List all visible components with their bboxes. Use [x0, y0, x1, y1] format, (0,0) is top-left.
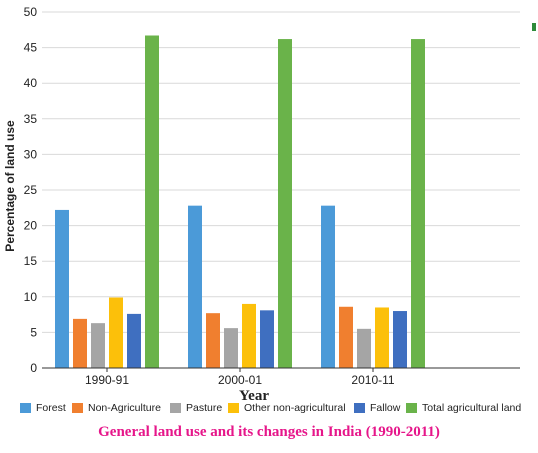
bar-total-agricultural-land — [411, 39, 425, 368]
y-tick-label: 45 — [24, 41, 38, 55]
y-axis-label: Percentage of land use — [3, 120, 17, 252]
bar-non-agriculture — [339, 306, 353, 368]
bar-other-non-agricultural — [375, 307, 389, 368]
chart-caption: General land use and its changes in Indi… — [98, 424, 440, 440]
y-tick-label: 0 — [30, 361, 37, 375]
legend-label: Other non-agricultural — [244, 402, 346, 414]
legend-swatch — [170, 403, 181, 413]
legend-item: Pasture — [170, 402, 222, 414]
legend-swatch — [72, 403, 83, 413]
y-tick-label: 35 — [24, 112, 38, 126]
bars — [55, 35, 425, 368]
legend-label: Total agricultural land — [422, 402, 522, 414]
y-tick-label: 25 — [24, 183, 38, 197]
legend-item: Forest — [20, 402, 66, 414]
legend-item: Other non-agricultural — [228, 402, 346, 414]
bar-forest — [55, 209, 69, 368]
y-tick-label: 10 — [24, 290, 38, 304]
legend-label: Non-Agriculture — [88, 402, 161, 414]
bar-forest — [188, 205, 202, 368]
bar-non-agriculture — [73, 318, 87, 368]
y-tick-label: 15 — [24, 254, 38, 268]
bar-total-agricultural-land — [145, 35, 159, 368]
y-tick-label: 40 — [24, 76, 38, 90]
bar-non-agriculture — [206, 313, 220, 368]
legend-item: Total agricultural land — [406, 402, 521, 414]
bar-other-non-agricultural — [242, 303, 256, 368]
bar-fallow — [260, 310, 274, 368]
bar-fallow — [393, 311, 407, 368]
x-axis-ticks: 1990-91 2000-01 2010-11 — [85, 368, 395, 387]
x-tick-label: 2000-01 — [218, 373, 262, 387]
bar-pasture — [91, 323, 105, 368]
bar-total-agricultural-land — [278, 39, 292, 368]
x-tick-label: 1990-91 — [85, 373, 129, 387]
green-edge-marker — [532, 23, 536, 31]
y-tick-label: 20 — [24, 219, 38, 233]
y-tick-label: 5 — [30, 325, 37, 339]
y-tick-label: 50 — [24, 5, 38, 19]
bar-pasture — [224, 328, 238, 368]
x-tick-label: 2010-11 — [351, 373, 394, 387]
legend-swatch — [354, 403, 365, 413]
legend-item: Non-Agriculture — [72, 402, 161, 414]
bar-chart: 0 5 10 15 20 25 30 35 40 45 50 1990-91 2000-01 2010-… — [3, 5, 536, 400]
legend-swatch — [406, 403, 417, 413]
bar-pasture — [357, 328, 371, 368]
y-tick-label: 30 — [24, 147, 38, 161]
legend-item: Fallow — [354, 402, 400, 414]
legend-label: Pasture — [186, 402, 223, 414]
bar-forest — [321, 205, 335, 368]
bar-other-non-agricultural — [109, 297, 123, 368]
legend-label: Forest — [36, 402, 66, 414]
y-axis-ticks: 0 5 10 15 20 25 30 35 40 45 50 — [24, 5, 38, 375]
bar-fallow — [127, 313, 141, 368]
legend-label: Fallow — [370, 402, 401, 414]
legend-swatch — [228, 403, 239, 413]
legend-swatch — [20, 403, 31, 413]
x-axis-label: Year — [239, 388, 269, 400]
chart-legend: Forest Non-Agriculture Pasture Other non-ag… — [20, 402, 538, 418]
